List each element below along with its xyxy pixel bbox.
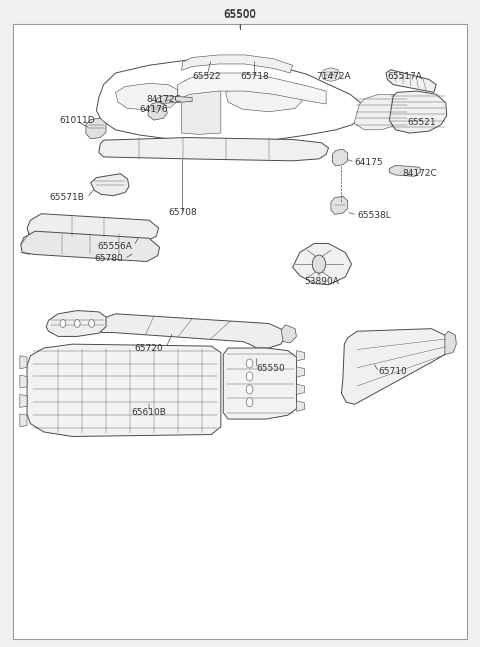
Circle shape: [89, 320, 95, 327]
Polygon shape: [21, 231, 159, 261]
Polygon shape: [86, 118, 106, 139]
Polygon shape: [297, 367, 305, 377]
Text: 71472A: 71472A: [316, 72, 351, 82]
Polygon shape: [223, 348, 297, 419]
Circle shape: [74, 320, 80, 327]
Polygon shape: [99, 314, 286, 348]
Text: 65780: 65780: [94, 254, 123, 263]
Polygon shape: [331, 196, 348, 214]
Text: 65710: 65710: [379, 367, 408, 377]
Polygon shape: [386, 70, 436, 93]
Polygon shape: [148, 102, 167, 120]
Polygon shape: [27, 344, 221, 437]
Text: 65550: 65550: [257, 364, 286, 373]
Polygon shape: [322, 68, 340, 82]
Polygon shape: [341, 329, 448, 404]
FancyBboxPatch shape: [12, 24, 468, 639]
Polygon shape: [116, 83, 178, 110]
Text: 53890A: 53890A: [304, 277, 339, 286]
Polygon shape: [20, 356, 27, 369]
Polygon shape: [389, 91, 447, 133]
Text: 61011D: 61011D: [60, 116, 95, 125]
Circle shape: [312, 255, 325, 273]
Polygon shape: [354, 94, 408, 130]
Polygon shape: [297, 401, 305, 411]
Polygon shape: [445, 331, 456, 355]
Polygon shape: [46, 311, 106, 336]
Polygon shape: [178, 73, 326, 104]
Polygon shape: [181, 77, 221, 135]
Circle shape: [246, 359, 253, 368]
Text: 64176: 64176: [140, 105, 168, 114]
Polygon shape: [293, 243, 351, 285]
Text: 65571B: 65571B: [49, 193, 84, 202]
Text: 84172C: 84172C: [403, 170, 437, 178]
Circle shape: [60, 320, 66, 327]
Text: 65556A: 65556A: [97, 241, 132, 250]
Polygon shape: [27, 214, 158, 241]
Polygon shape: [181, 55, 293, 73]
Polygon shape: [297, 351, 305, 361]
Text: 65708: 65708: [168, 208, 197, 217]
Polygon shape: [281, 325, 297, 343]
Polygon shape: [20, 375, 27, 388]
Polygon shape: [332, 149, 348, 166]
Polygon shape: [389, 166, 421, 176]
Polygon shape: [20, 414, 27, 427]
Text: 65538L: 65538L: [357, 210, 391, 219]
Text: 65718: 65718: [240, 72, 269, 82]
Polygon shape: [20, 395, 27, 408]
Text: 65500: 65500: [224, 10, 256, 20]
Polygon shape: [91, 173, 129, 195]
Text: 65521: 65521: [408, 118, 436, 127]
Text: 65610B: 65610B: [132, 408, 167, 417]
Polygon shape: [99, 138, 328, 161]
Text: 84172C: 84172C: [146, 95, 181, 104]
Circle shape: [246, 398, 253, 407]
Circle shape: [246, 385, 253, 394]
Text: 65522: 65522: [192, 72, 221, 82]
Polygon shape: [156, 96, 192, 104]
Polygon shape: [96, 59, 362, 142]
Text: 65517A: 65517A: [388, 72, 422, 82]
Text: 65720: 65720: [135, 344, 163, 353]
Polygon shape: [297, 384, 305, 395]
Text: 65500: 65500: [224, 9, 256, 19]
Circle shape: [246, 372, 253, 381]
Polygon shape: [226, 83, 302, 112]
Text: 64175: 64175: [355, 158, 384, 166]
